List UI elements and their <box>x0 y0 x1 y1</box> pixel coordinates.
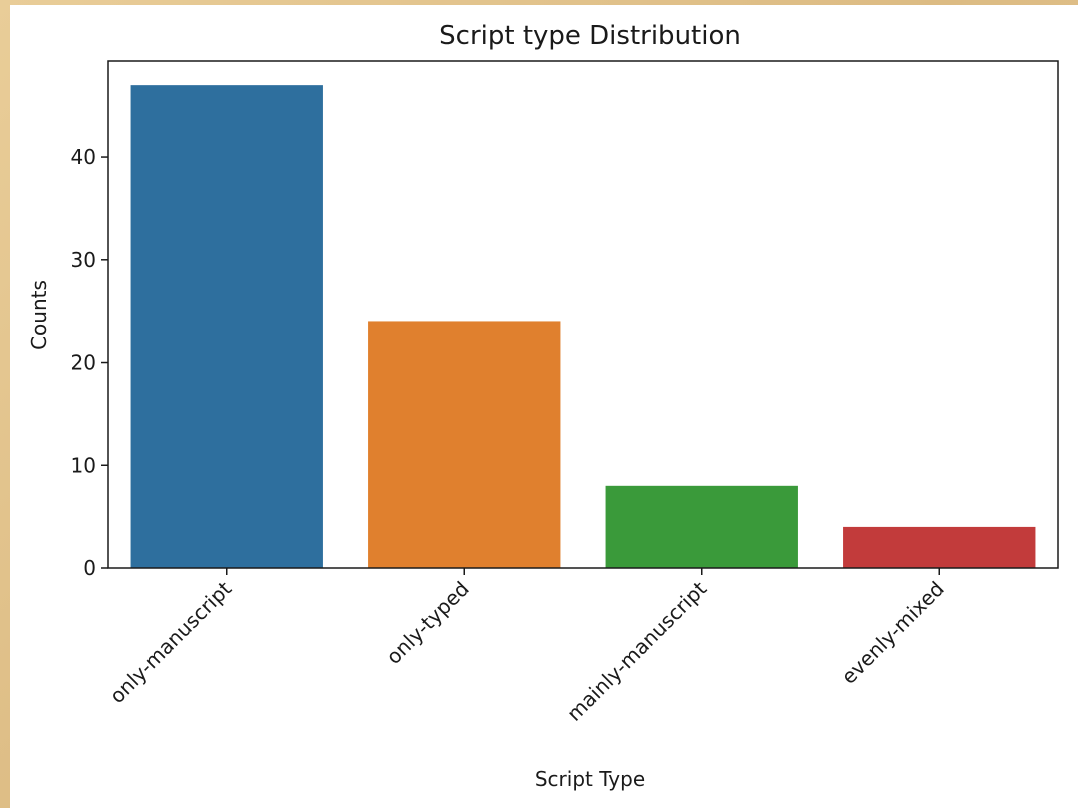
x-tick-label: mainly-manuscript <box>562 576 711 725</box>
chart-title: Script type Distribution <box>439 21 741 51</box>
bar-mainly-manuscript <box>605 485 798 568</box>
bar-evenly-mixed <box>843 526 1036 568</box>
x-axis-label: Script Type <box>535 767 645 791</box>
x-tick-label: only-manuscript <box>105 576 237 708</box>
x-tick-label: evenly-mixed <box>837 577 949 689</box>
bar-only-typed <box>368 321 561 568</box>
y-tick-label: 10 <box>71 453 96 477</box>
y-tick-label: 0 <box>83 556 96 580</box>
bar-only-manuscript <box>130 85 323 569</box>
plot-frame <box>107 60 1059 569</box>
x-tick-label: only-typed <box>381 577 473 669</box>
y-axis-label: Counts <box>27 280 51 350</box>
y-tick-label: 40 <box>71 145 96 169</box>
y-tick-label: 20 <box>71 351 96 375</box>
y-tick-label: 30 <box>71 248 96 272</box>
